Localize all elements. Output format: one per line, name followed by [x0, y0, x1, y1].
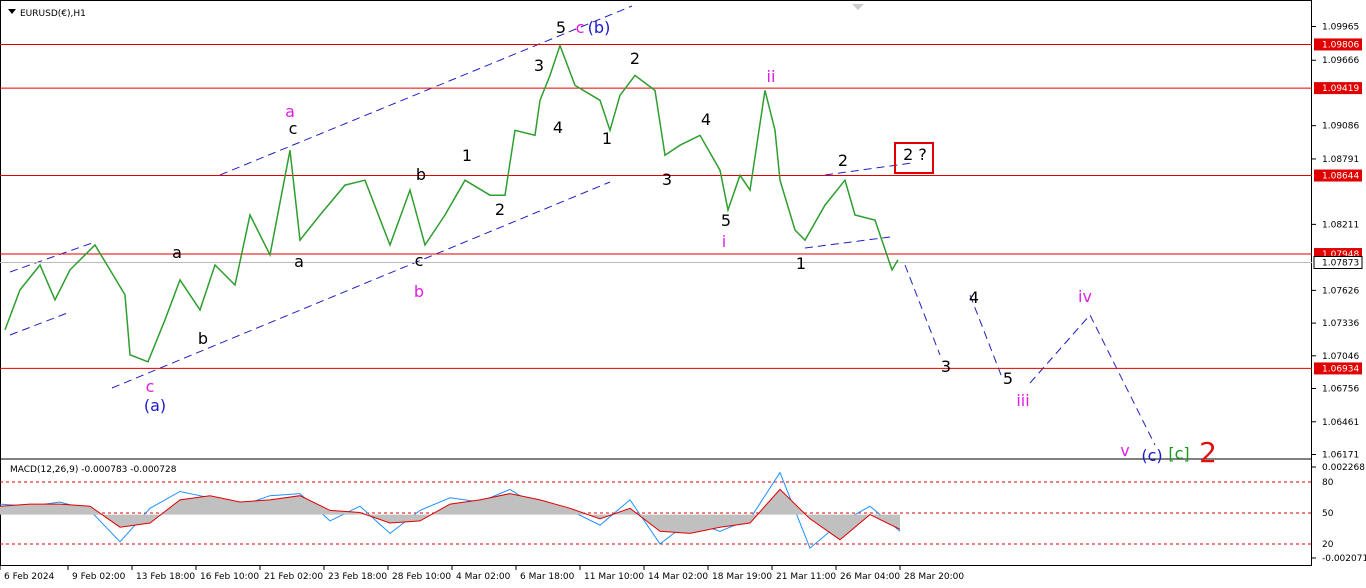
level-label-box [1314, 362, 1362, 375]
annotation-box [894, 142, 934, 174]
wave-label: c [146, 377, 155, 396]
wave-label: v [1120, 441, 1129, 460]
menu-arrow[interactable] [8, 9, 16, 14]
x-tick-label: 6 Mar 18:00 [520, 572, 575, 582]
x-tick-label: 11 Mar 10:00 [584, 572, 644, 582]
wave-label: 2 [838, 151, 848, 170]
x-tick-label: 21 Mar 11:00 [776, 572, 836, 582]
y-tick-label: 1.07626 [1322, 286, 1359, 296]
wave-label: iii [1016, 391, 1029, 410]
y-tick-label: 1.06756 [1322, 385, 1359, 395]
wave-label: b [198, 329, 208, 348]
y-tick-label: 1.08791 [1322, 155, 1359, 165]
level-label: 1.09806 [1322, 40, 1359, 50]
wave-label: (c) [1141, 446, 1162, 465]
price-line [4, 43, 899, 363]
wave-label: 3 [941, 357, 951, 376]
wave-label: 3 [534, 56, 544, 75]
x-tick-label: 9 Feb 02:00 [72, 572, 126, 582]
wave-label: iv [1078, 287, 1092, 306]
wave-label: 2 [630, 49, 640, 68]
level-label: 1.07948 [1322, 250, 1359, 260]
y-tick-label: 1.07046 [1322, 352, 1359, 362]
wave-label: 1 [602, 129, 612, 148]
x-tick-label: 28 Mar 20:00 [904, 572, 964, 582]
wave-label: 1 [796, 254, 806, 273]
level-label-box [1314, 169, 1362, 182]
y2-tick-label: 20 [1322, 540, 1334, 550]
indicator-line [0, 488, 901, 541]
wave-label: c [415, 251, 424, 270]
level-label: 1.09419 [1322, 84, 1359, 94]
level-label-box [1314, 248, 1362, 261]
wave-label: 3 [662, 170, 672, 189]
x-tick-label: 6 Feb 2024 [4, 572, 55, 582]
wave-label: 2 [495, 200, 505, 219]
y-tick-label: 0.002268 [1322, 463, 1365, 473]
wave-label: a [294, 252, 304, 271]
level-label: 1.06934 [1322, 364, 1359, 374]
wave-label: b [416, 165, 426, 184]
wave-label: b [414, 282, 424, 301]
x-tick-label: 4 Mar 02:00 [456, 572, 511, 582]
y2-tick-label: 80 [1322, 478, 1334, 488]
symbol-label: EURUSD(€),H1 [20, 9, 86, 19]
current-price-label: 1.07873 [1322, 259, 1359, 269]
wave-label: [c] [1168, 444, 1189, 463]
level-label: 1.08644 [1322, 172, 1359, 182]
level-label-box [1314, 82, 1362, 95]
wave-label: c [289, 119, 298, 138]
wave-label: 2 ? [903, 145, 927, 164]
wave-label: i [722, 232, 726, 251]
wave-label: ii [767, 67, 776, 86]
wave-label: 4 [969, 288, 979, 307]
wave-label: a [285, 102, 295, 121]
wave-label: (a) [144, 396, 166, 415]
y-tick-label: 1.09965 [1322, 23, 1359, 33]
x-tick-label: 16 Feb 10:00 [200, 572, 259, 582]
frame [0, 0, 1312, 566]
current-price-box [1313, 256, 1363, 270]
x-tick-label: 13 Feb 18:00 [136, 572, 195, 582]
wave-lines [9, 5, 1156, 446]
y-tick-label: 1.07336 [1322, 319, 1359, 329]
y-tick-label: 1.09086 [1322, 122, 1359, 132]
wave-label: 5 [1003, 369, 1013, 388]
y-tick-label: 1.06461 [1322, 418, 1359, 428]
x-tick-label: 23 Feb 18:00 [328, 572, 387, 582]
wave-label: 1 [462, 146, 472, 165]
histogram-area [0, 489, 900, 540]
y-tick-label: 1.09666 [1322, 56, 1359, 66]
wave-label: a [172, 243, 182, 262]
level-label-box [1314, 38, 1362, 51]
shift-marker [852, 4, 864, 10]
wave-label: (b) [588, 18, 611, 37]
x-tick-label: 28 Feb 10:00 [392, 572, 451, 582]
wave-label: 5 [556, 18, 566, 37]
x-tick-label: 14 Mar 02:00 [648, 572, 708, 582]
y-tick-label: 1.08211 [1322, 220, 1359, 230]
wave-label: 4 [553, 118, 563, 137]
y-tick-label: -0.002071 [1322, 554, 1366, 564]
y2-tick-label: 50 [1322, 509, 1334, 519]
wave-label: 4 [701, 110, 711, 129]
wave-label: 5 [721, 211, 731, 230]
x-tick-label: 18 Mar 19:00 [712, 572, 772, 582]
x-tick-label: 26 Mar 04:00 [840, 572, 900, 582]
y-tick-label: 1.06171 [1322, 451, 1359, 461]
wave-label: 2 [1199, 436, 1217, 469]
indicator-title: MACD(12,26,9) -0.000783 -0.000728 [10, 465, 177, 475]
x-tick-label: 21 Feb 02:00 [264, 572, 323, 582]
wave-label: c [576, 18, 585, 37]
